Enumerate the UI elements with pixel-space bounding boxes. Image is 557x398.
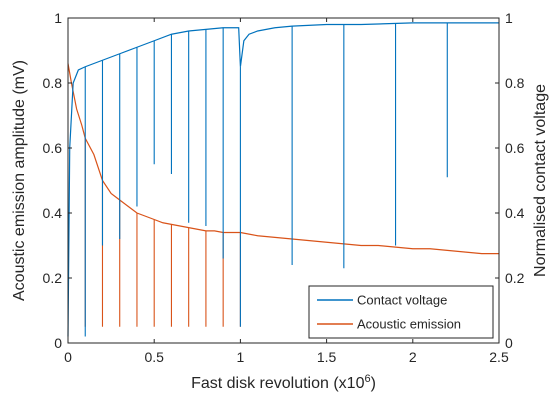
y-left-tick-label: 0.2: [43, 270, 63, 286]
y-left-tick-label: 0.6: [43, 140, 63, 156]
y-left-tick-label: 1: [54, 10, 62, 26]
plot-frame: [67, 17, 500, 344]
y-right-tick-label: 1: [505, 10, 513, 26]
y-right-tick-label: 0.6: [505, 140, 525, 156]
legend-box: [308, 285, 494, 339]
x-tick-label: 1.5: [317, 349, 337, 365]
x-axis-title-superscript: 6: [364, 373, 370, 385]
y-right-tick-label: 0: [505, 335, 513, 351]
x-axis-title-main: Fast disk revolution (x10: [191, 375, 365, 392]
legend: Contact voltage Acoustic emission: [308, 285, 494, 339]
x-tick-label: 2.5: [489, 349, 509, 365]
y-left-tick-label: 0: [54, 335, 62, 351]
series-line-acoustic-emission: [67, 63, 499, 255]
series-contact-voltage: [67, 22, 499, 337]
x-axis-title-suffix: ): [371, 375, 376, 392]
y-left-tick-label: 0.4: [43, 205, 63, 221]
x-tick-label: 0: [64, 349, 72, 365]
series-layer: [67, 22, 499, 337]
x-tick-label: 0.5: [144, 349, 164, 365]
x-tick-label: 1: [237, 349, 245, 365]
y-right-tick-label: 0.2: [505, 270, 525, 286]
legend-label-contact-voltage: Contact voltage: [357, 293, 447, 308]
series-line-contact-voltage: [67, 22, 499, 337]
y-axis-right-title: Normalised contact voltage: [532, 84, 549, 277]
x-tick-label: 2: [409, 349, 417, 365]
x-axis-title: Fast disk revolution (x106): [191, 373, 376, 392]
legend-label-acoustic-emission: Acoustic emission: [357, 317, 461, 332]
y-right-tick-label: 0.4: [505, 205, 525, 221]
y-right-tick-label: 0.8: [505, 75, 525, 91]
y-left-tick-label: 0.8: [43, 75, 63, 91]
y-axis-left-title: Acoustic emission amplitude (mV): [11, 60, 28, 301]
axes-layer: [67, 17, 500, 344]
